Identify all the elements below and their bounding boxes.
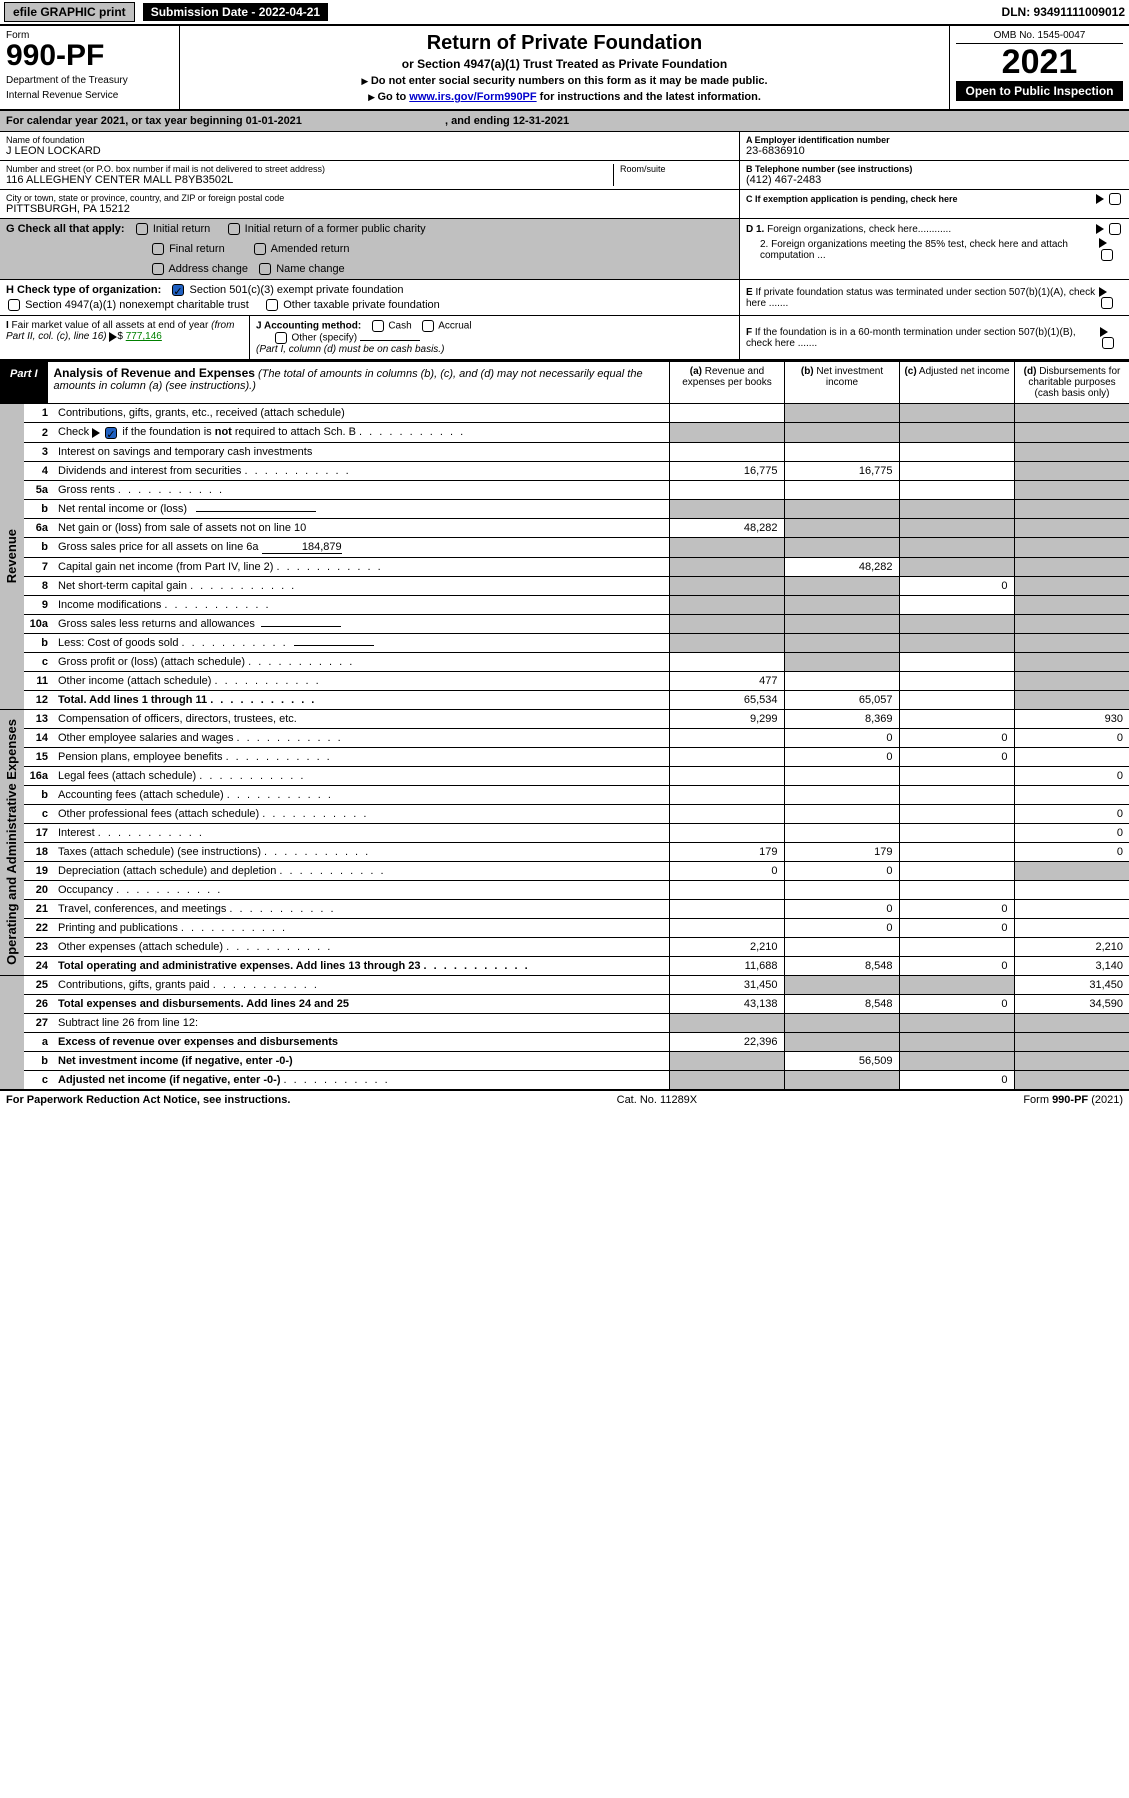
city-label: City or town, state or province, country…: [6, 193, 733, 203]
h-org-type: H Check type of organization: ✓ Section …: [6, 284, 733, 296]
cat-number: Cat. No. 11289X: [617, 1094, 698, 1106]
telephone-label: B Telephone number (see instructions): [746, 164, 1123, 174]
j-accrual-checkbox[interactable]: [422, 320, 434, 332]
j-other-checkbox[interactable]: [275, 332, 287, 344]
g-check-all: G Check all that apply: Initial return I…: [0, 219, 739, 239]
col-b-header: (b) Net investment income: [784, 362, 899, 403]
f-checkbox[interactable]: [1102, 337, 1114, 349]
part1-tab: Part I: [0, 362, 48, 403]
amended-return-checkbox[interactable]: [254, 243, 266, 255]
form-ref: Form 990-PF (2021): [1023, 1094, 1123, 1106]
form-subtitle: or Section 4947(a)(1) Trust Treated as P…: [190, 57, 939, 71]
name-change-checkbox[interactable]: [259, 263, 271, 275]
col-a-header: (a) Revenue and expenses per books: [669, 362, 784, 403]
dln-label: DLN: 93491111009012: [1002, 5, 1125, 19]
arrow-icon: [1099, 287, 1107, 297]
submission-date: Submission Date - 2022-04-21: [143, 3, 328, 21]
e-label: E E If private foundation status was ter…: [746, 287, 1099, 309]
arrow-icon: [1099, 238, 1107, 248]
instructions-link-line: Go to www.irs.gov/Form990PF for instruct…: [190, 91, 939, 103]
efile-print-button[interactable]: efile GRAPHIC print: [4, 2, 135, 22]
top-bar: efile GRAPHIC print Submission Date - 20…: [0, 0, 1129, 26]
i-fmv-value[interactable]: 777,146: [126, 331, 162, 342]
d2-label: 2. Foreign organizations meeting the 85%…: [746, 239, 1099, 261]
room-label: Room/suite: [620, 164, 733, 174]
d2-checkbox[interactable]: [1101, 249, 1113, 261]
h-501c3-checkbox[interactable]: ✓: [172, 284, 184, 296]
revenue-side-label: Revenue: [4, 529, 19, 583]
j-cash-checkbox[interactable]: [372, 320, 384, 332]
c-exemption-label: C If exemption application is pending, c…: [746, 194, 958, 204]
address-label: Number and street (or P.O. box number if…: [6, 164, 613, 174]
form-number: 990-PF: [6, 41, 173, 71]
irs-label: Internal Revenue Service: [6, 90, 173, 101]
f-label: F F If the foundation is in a 60-month t…: [746, 327, 1100, 349]
open-to-public: Open to Public Inspection: [956, 81, 1123, 101]
ein-value: 23-6836910: [746, 145, 1123, 157]
omb-number: OMB No. 1545-0047: [956, 30, 1123, 44]
h-other-checkbox[interactable]: [266, 299, 278, 311]
calendar-year-line: For calendar year 2021, or tax year begi…: [0, 111, 1129, 132]
schb-checkbox[interactable]: ✓: [105, 427, 117, 439]
c-checkbox[interactable]: [1109, 193, 1121, 205]
form-header: Form 990-PF Department of the Treasury I…: [0, 26, 1129, 111]
tax-year: 2021: [956, 44, 1123, 81]
address-value: 116 ALLEGHENY CENTER MALL P8YB3502L: [6, 174, 613, 186]
d1-checkbox[interactable]: [1109, 223, 1121, 235]
initial-former-checkbox[interactable]: [228, 223, 240, 235]
form-title: Return of Private Foundation: [190, 32, 939, 55]
arrow-icon: [109, 332, 117, 342]
irs-link[interactable]: www.irs.gov/Form990PF: [409, 91, 536, 103]
footer: For Paperwork Reduction Act Notice, see …: [0, 1090, 1129, 1109]
address-change-checkbox[interactable]: [152, 263, 164, 275]
i-fmv-label: I Fair market value of all assets at end…: [6, 320, 234, 342]
final-return-checkbox[interactable]: [152, 243, 164, 255]
arrow-icon: [1100, 327, 1108, 337]
h-4947-checkbox[interactable]: [8, 299, 20, 311]
part1-table: Revenue 1Contributions, gifts, grants, e…: [0, 404, 1129, 1089]
j-note: (Part I, column (d) must be on cash basi…: [256, 344, 444, 355]
d1-label: D 1. D 1. Foreign organizations, check h…: [746, 224, 951, 235]
ein-label: A Employer identification number: [746, 135, 1123, 145]
e-checkbox[interactable]: [1101, 297, 1113, 309]
ops-side-label: Operating and Administrative Expenses: [4, 719, 19, 965]
initial-return-checkbox[interactable]: [136, 223, 148, 235]
foundation-name: J LEON LOCKARD: [6, 145, 733, 157]
arrow-icon: [1096, 194, 1104, 204]
telephone-value: (412) 467-2483: [746, 174, 1123, 186]
ssn-warning: Do not enter social security numbers on …: [190, 75, 939, 87]
pra-notice: For Paperwork Reduction Act Notice, see …: [6, 1094, 290, 1106]
col-d-header: (d) Disbursements for charitable purpose…: [1014, 362, 1129, 403]
dept-treasury: Department of the Treasury: [6, 75, 173, 86]
name-label: Name of foundation: [6, 135, 733, 145]
city-value: PITTSBURGH, PA 15212: [6, 203, 733, 215]
entity-info-block: Name of foundation J LEON LOCKARD Number…: [0, 132, 1129, 219]
arrow-icon: [92, 428, 100, 438]
part1-header: Part I Analysis of Revenue and Expenses …: [0, 360, 1129, 404]
col-c-header: (c) Adjusted net income: [899, 362, 1014, 403]
arrow-icon: [1096, 224, 1104, 234]
